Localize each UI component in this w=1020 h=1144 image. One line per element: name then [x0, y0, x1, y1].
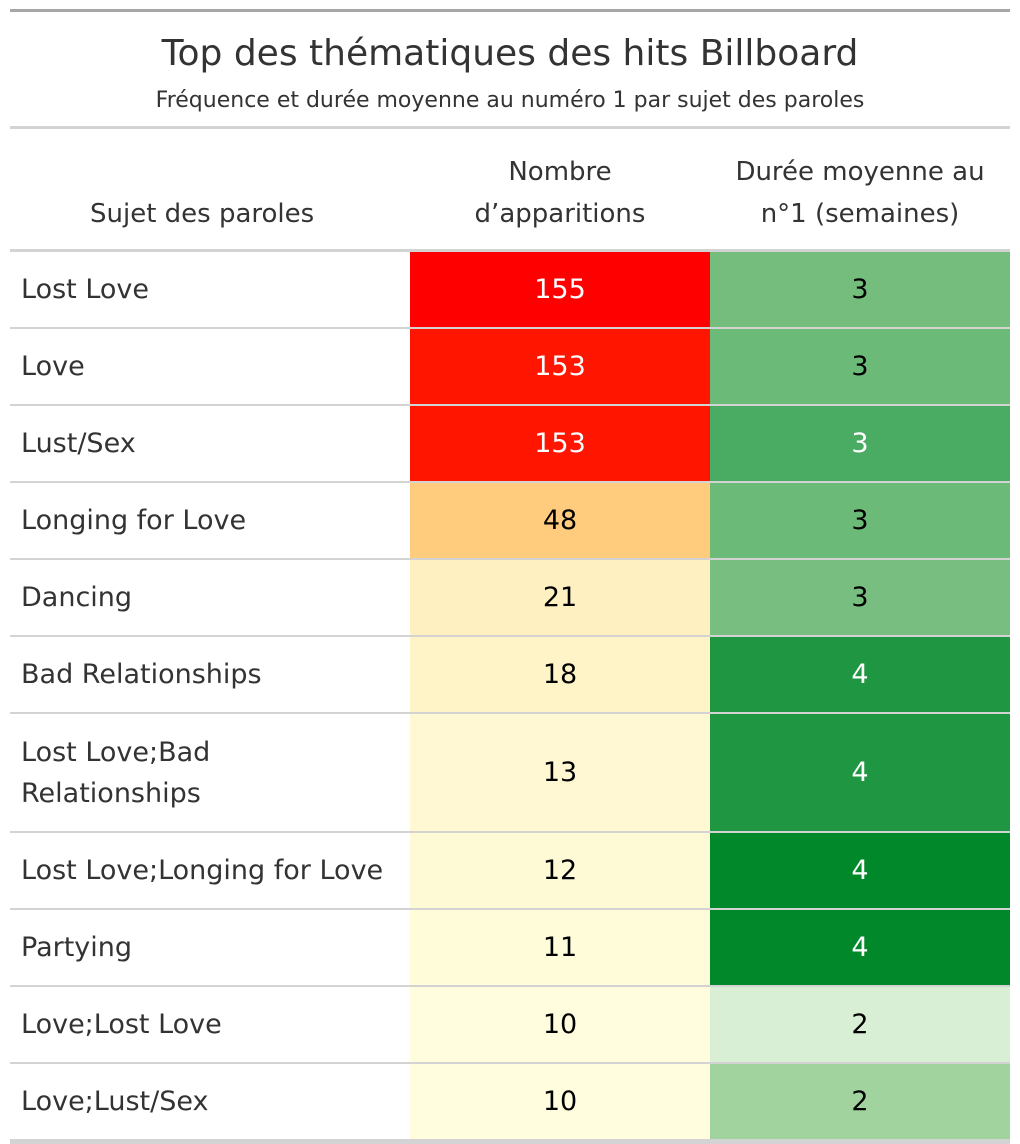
- cell-count: 153: [410, 405, 710, 483]
- cell-count: 13: [410, 713, 710, 833]
- table-row: Dancing 21 3: [10, 559, 1010, 637]
- cell-duration: 2: [710, 1063, 1010, 1141]
- table-row: Bad Relationships 18 4: [10, 636, 1010, 714]
- table-row: Longing for Love 48 3: [10, 482, 1010, 560]
- header-row: Sujet des paroles Nombre d’apparitions D…: [10, 129, 1010, 252]
- cell-subject: Lost Love;Bad Relationships: [10, 713, 410, 833]
- cell-subject: Love: [10, 328, 410, 406]
- cell-duration: 3: [710, 328, 1010, 406]
- column-header-count: Nombre d’apparitions: [410, 129, 710, 252]
- cell-count: 48: [410, 482, 710, 560]
- top-rule: [10, 9, 1010, 12]
- cell-subject: Love;Lost Love: [10, 986, 410, 1064]
- column-header-duration: Durée moyenne au n°1 (semaines): [710, 129, 1010, 252]
- table-row: Partying 11 4: [10, 909, 1010, 987]
- cell-duration: 4: [710, 713, 1010, 833]
- cell-subject: Lost Love: [10, 250, 410, 329]
- cell-duration: 3: [710, 250, 1010, 329]
- column-header-subject: Sujet des paroles: [10, 129, 410, 252]
- cell-duration: 4: [710, 832, 1010, 910]
- cell-subject: Lust/Sex: [10, 405, 410, 483]
- cell-count: 153: [410, 328, 710, 406]
- table-subtitle: Fréquence et durée moyenne au numéro 1 p…: [155, 88, 865, 113]
- table-row: Lost Love;Longing for Love 12 4: [10, 832, 1010, 910]
- table-row: Lost Love 155 3: [10, 250, 1010, 329]
- cell-duration: 3: [710, 559, 1010, 637]
- data-table: Sujet des paroles Nombre d’apparitions D…: [10, 129, 1010, 1141]
- cell-duration: 3: [710, 405, 1010, 483]
- table-title: Top des thématiques des hits Billboard: [161, 33, 859, 74]
- cell-subject: Bad Relationships: [10, 636, 410, 714]
- table-body: Lost Love 155 3 Love 153 3 Lust/Sex 153 3 Longing…: [10, 250, 1010, 1141]
- table-row: Love 153 3: [10, 328, 1010, 406]
- cell-duration: 3: [710, 482, 1010, 560]
- cell-subject: Dancing: [10, 559, 410, 637]
- cell-subject: Lost Love;Longing for Love: [10, 832, 410, 910]
- cell-count: 12: [410, 832, 710, 910]
- cell-subject: Longing for Love: [10, 482, 410, 560]
- cell-count: 10: [410, 1063, 710, 1141]
- cell-duration: 4: [710, 636, 1010, 714]
- cell-count: 155: [410, 250, 710, 329]
- cell-duration: 2: [710, 986, 1010, 1064]
- cell-subject: Love;Lust/Sex: [10, 1063, 410, 1141]
- cell-count: 10: [410, 986, 710, 1064]
- table-row: Lust/Sex 153 3: [10, 405, 1010, 483]
- table-row: Love;Lust/Sex 10 2: [10, 1063, 1010, 1141]
- table-container: Top des thématiques des hits Billboard F…: [10, 9, 1010, 1144]
- cell-duration: 4: [710, 909, 1010, 987]
- cell-count: 21: [410, 559, 710, 637]
- cell-subject: Partying: [10, 909, 410, 987]
- table-row: Lost Love;Bad Relationships 13 4: [10, 713, 1010, 833]
- header-rule: [10, 126, 1010, 129]
- table-row: Love;Lost Love 10 2: [10, 986, 1010, 1064]
- cell-count: 11: [410, 909, 710, 987]
- cell-count: 18: [410, 636, 710, 714]
